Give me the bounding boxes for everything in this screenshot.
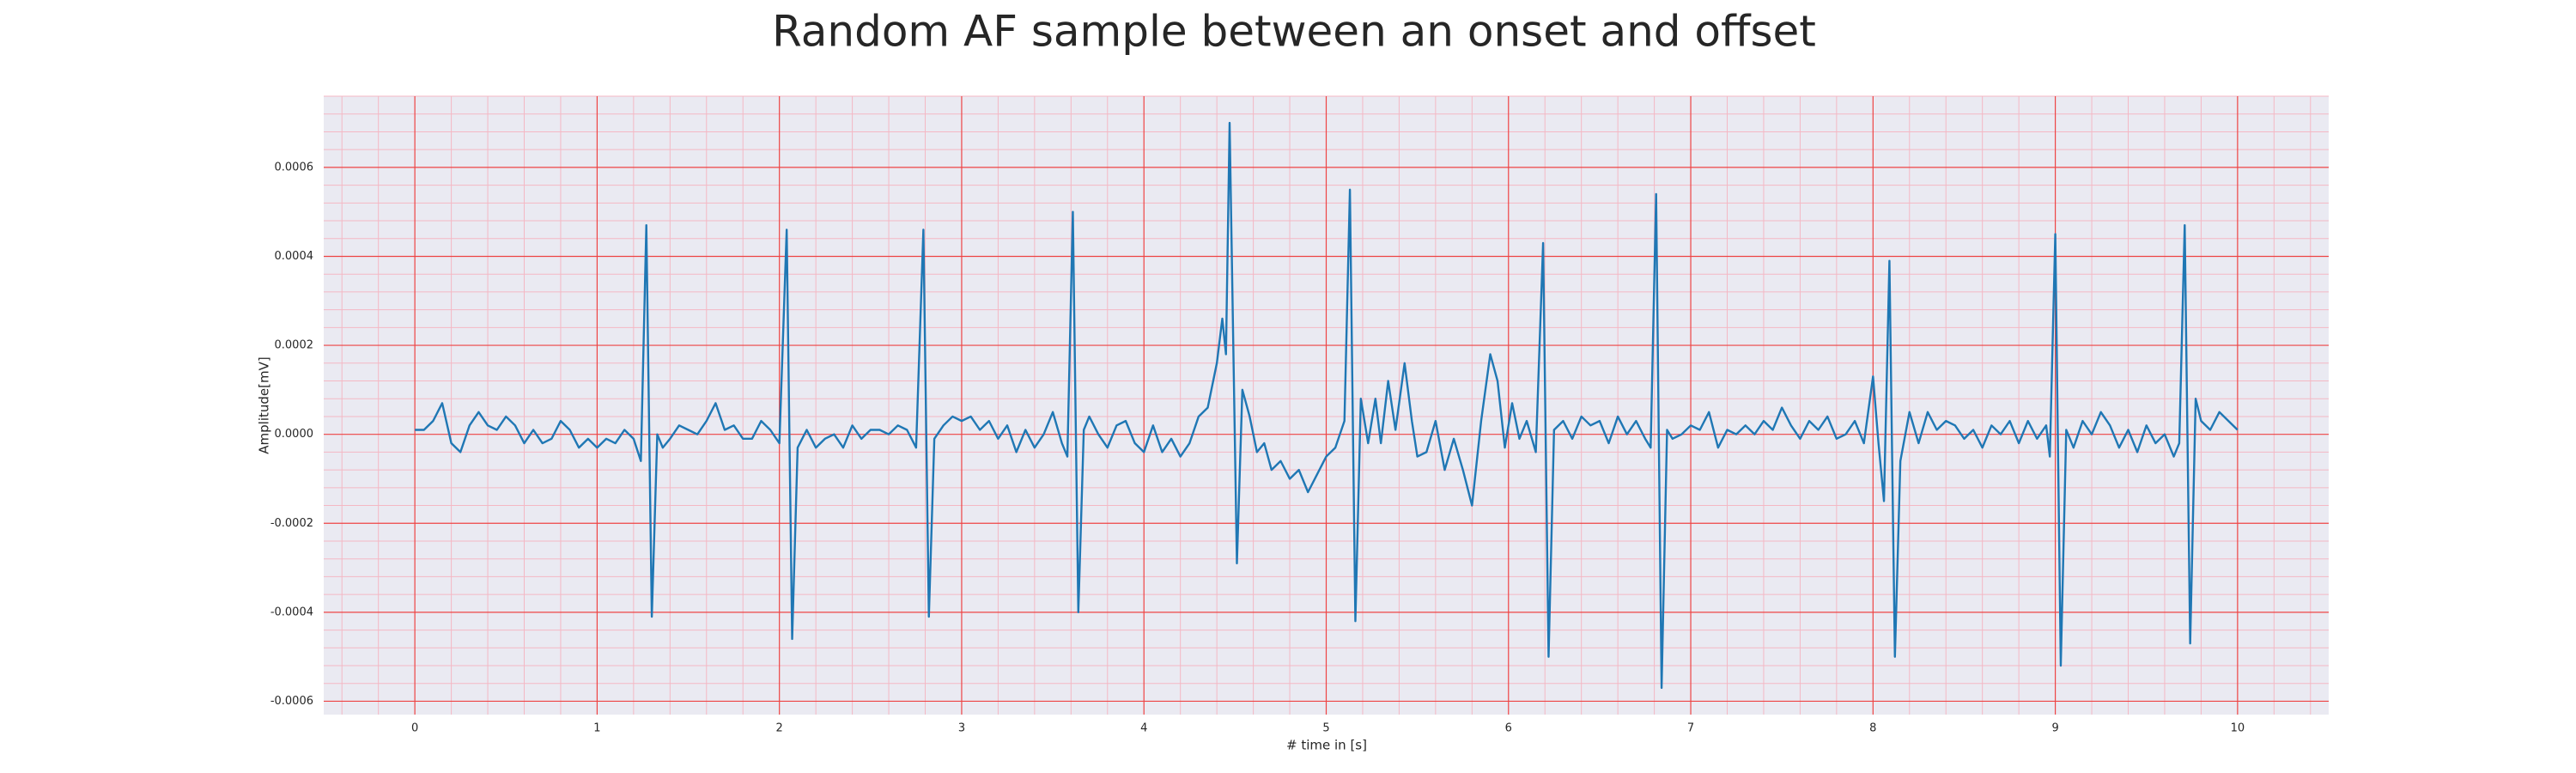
grid <box>324 95 2329 715</box>
x-tick-label: 4 <box>1140 722 1147 735</box>
y-tick-label: -0.0006 <box>270 695 313 708</box>
y-tick-label: -0.0004 <box>270 606 313 618</box>
x-tick-label: 2 <box>776 722 783 735</box>
labels: 0 1 2 3 4 5 6 7 8 9 10 -0.0006 -0.0004 -0.0002 0.0000 0… <box>270 161 2245 734</box>
y-tick-label: 0.0004 <box>275 250 314 263</box>
x-tick-label: 10 <box>2231 722 2245 735</box>
y-tick-label: -0.0002 <box>270 517 313 530</box>
x-tick-label: 8 <box>1869 722 1876 735</box>
x-tick-label: 6 <box>1505 722 1512 735</box>
y-tick-label: 0.0000 <box>275 428 314 441</box>
signal-line <box>415 121 2239 690</box>
x-tick-label: 1 <box>593 722 600 735</box>
marks <box>415 121 2239 690</box>
chart-title: Random AF sample between an onset and of… <box>772 7 1816 57</box>
x-tick-label: 3 <box>958 722 965 735</box>
x-tick-label: 9 <box>2051 722 2058 735</box>
y-tick-label: 0.0002 <box>275 339 314 352</box>
x-axis-label: # time in [s] <box>1286 738 1367 753</box>
x-tick-label: 5 <box>1322 722 1329 735</box>
x-tick-label: 7 <box>1687 722 1694 735</box>
x-tick-label: 0 <box>411 722 418 735</box>
y-axis-label: Amplitude[mV] <box>257 356 272 453</box>
y-tick-label: 0.0006 <box>275 161 314 173</box>
